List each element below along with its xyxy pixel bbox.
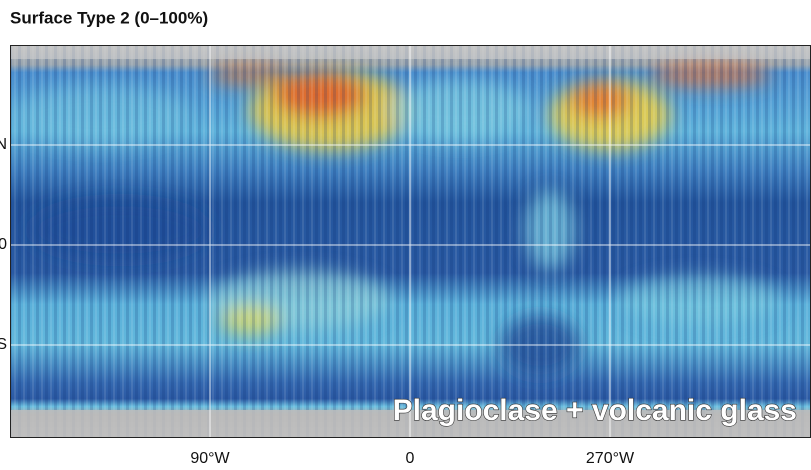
y-axis-label: N xyxy=(0,136,7,153)
x-axis-label: 270°W xyxy=(586,450,635,467)
y-axis-label: S xyxy=(0,336,7,353)
y-axis-label: 0 xyxy=(0,236,7,253)
x-axis-label: 0 xyxy=(406,450,415,467)
map-image xyxy=(10,45,811,438)
map-title: Surface Type 2 (0–100%) xyxy=(10,8,208,27)
overlay-label: Plagioclase + volcanic glass xyxy=(393,394,797,427)
x-axis-label: 90°W xyxy=(190,450,230,467)
